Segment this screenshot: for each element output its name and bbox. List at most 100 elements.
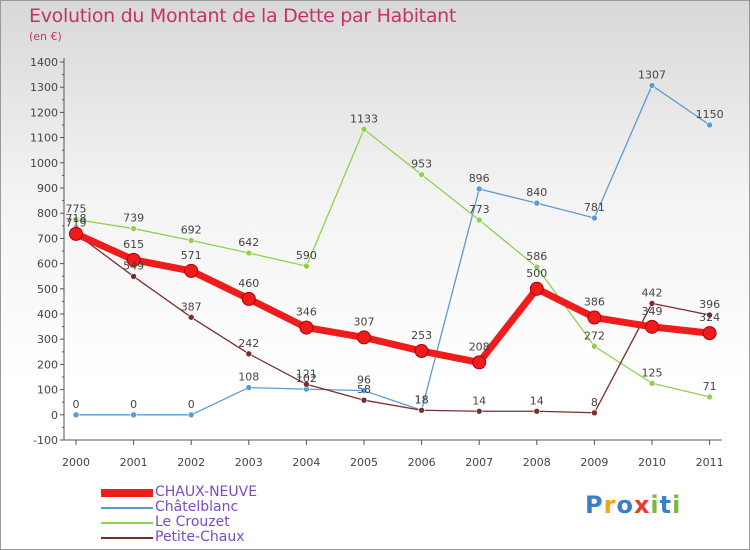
- data-label: 0: [73, 398, 80, 411]
- data-label: 692: [181, 223, 202, 236]
- data-point: [241, 291, 256, 306]
- data-label: 896: [469, 172, 490, 185]
- data-point: [702, 326, 717, 341]
- series-chaux-neuve: [69, 226, 717, 370]
- data-point: [648, 300, 656, 307]
- data-label: 272: [584, 329, 605, 342]
- data-point: [187, 411, 195, 419]
- logo-letter: i: [650, 491, 660, 519]
- series-le-crouzet: [72, 125, 713, 401]
- y-tick-label: 1200: [30, 106, 58, 119]
- y-tick-label: 400: [37, 308, 58, 321]
- data-label: 1133: [350, 112, 378, 125]
- data-label: 349: [642, 305, 663, 318]
- data-label: 242: [238, 337, 259, 350]
- data-label: 324: [699, 311, 720, 324]
- data-label: 18: [415, 393, 429, 406]
- data-point: [187, 313, 195, 321]
- y-tick-label: 300: [37, 333, 58, 346]
- legend-label: Le Crouzet: [155, 514, 230, 530]
- data-label: 460: [238, 277, 259, 290]
- series-petite-chaux: [72, 230, 713, 417]
- data-label: 775: [66, 203, 87, 216]
- data-point: [475, 185, 483, 193]
- data-point: [360, 125, 368, 133]
- logo-letter: r: [603, 491, 617, 519]
- data-label: 14: [472, 394, 486, 407]
- chart-title: Evolution du Montant de la Dette par Hab…: [29, 5, 457, 27]
- data-label: 590: [296, 249, 317, 262]
- data-label: 781: [584, 201, 605, 214]
- data-label: 14: [530, 394, 544, 407]
- data-label: 642: [238, 236, 259, 249]
- y-tick-label: 500: [37, 283, 58, 296]
- data-point: [587, 310, 602, 325]
- logo-letter: i: [672, 491, 682, 519]
- x-tick-label: 2003: [235, 456, 263, 469]
- data-point: [245, 384, 253, 391]
- data-point: [648, 379, 656, 387]
- y-tick-label: 0: [51, 409, 58, 422]
- data-label: 0: [188, 398, 195, 411]
- data-label: 1307: [638, 68, 666, 81]
- data-point: [245, 249, 253, 257]
- y-tick-label: 200: [37, 358, 58, 371]
- data-point: [591, 342, 598, 350]
- data-point: [648, 82, 656, 89]
- data-label: 386: [584, 296, 605, 309]
- data-label: 71: [703, 380, 717, 393]
- data-label: 307: [354, 315, 375, 328]
- legend-swatch: [101, 506, 153, 509]
- data-label: 208: [469, 340, 490, 353]
- data-point: [645, 319, 659, 334]
- data-label: 96: [357, 374, 371, 387]
- data-point: [72, 216, 80, 223]
- data-point: [533, 263, 541, 271]
- data-label: 840: [526, 186, 547, 199]
- x-tick-label: 2006: [408, 456, 436, 469]
- y-tick-label: 700: [37, 232, 58, 245]
- data-label: 121: [296, 367, 317, 380]
- x-tick-label: 2007: [465, 456, 493, 469]
- data-point: [299, 320, 314, 335]
- x-tick-label: 2000: [62, 456, 90, 469]
- data-label: 571: [181, 249, 202, 262]
- data-point: [533, 407, 541, 415]
- legend-label: Châtelblanc: [155, 499, 239, 515]
- proxiti-logo: Proxiti: [585, 491, 681, 519]
- data-label: 773: [469, 203, 490, 216]
- y-tick-label: 800: [37, 207, 58, 220]
- x-tick-label: 2011: [696, 456, 724, 469]
- data-point: [475, 407, 483, 415]
- series-line: [75, 84, 711, 416]
- x-tick-label: 2002: [177, 456, 205, 469]
- data-point: [472, 355, 487, 370]
- data-label: 253: [411, 329, 432, 342]
- data-label: 739: [123, 212, 144, 225]
- x-tick-label: 2005: [350, 456, 378, 469]
- data-point: [357, 330, 371, 345]
- data-point: [303, 381, 310, 388]
- legend-swatch: [101, 488, 153, 497]
- x-tick-label: 2009: [580, 456, 608, 469]
- data-point: [187, 237, 195, 244]
- data-point: [475, 216, 483, 224]
- data-label: 8: [591, 396, 598, 409]
- data-point: [529, 281, 544, 296]
- legend-swatch: [101, 536, 153, 539]
- data-label: 18: [415, 393, 429, 406]
- y-tick-label: 1000: [30, 157, 58, 170]
- data-point: [72, 411, 80, 419]
- x-tick-label: 2010: [638, 456, 666, 469]
- data-label: 387: [181, 300, 202, 313]
- series-line: [72, 230, 714, 366]
- x-tick-label: 2008: [523, 456, 551, 469]
- data-point: [303, 262, 310, 270]
- y-tick-label: 900: [37, 182, 58, 195]
- y-tick-label: 600: [37, 258, 58, 271]
- series-line: [75, 128, 711, 398]
- data-label: 500: [526, 267, 547, 280]
- data-point: [69, 226, 83, 241]
